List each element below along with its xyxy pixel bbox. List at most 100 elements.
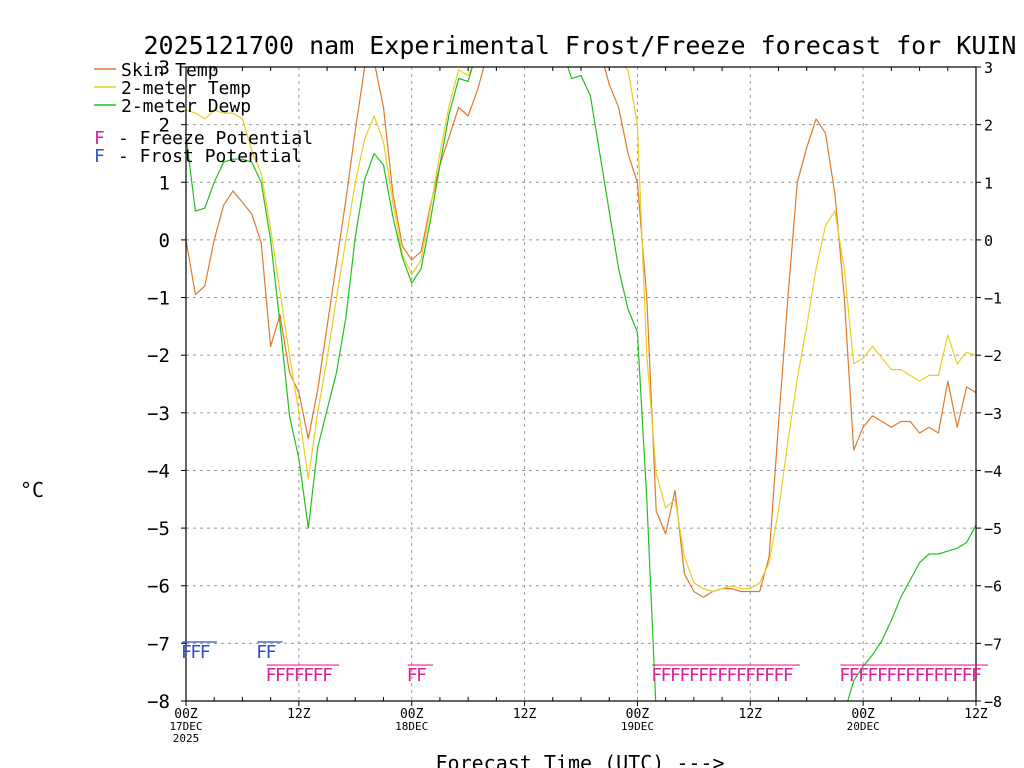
freeze-potential-marker: F: [849, 665, 860, 686]
freeze-potential-marker: F: [924, 665, 935, 686]
y-tick-label-left: 1: [159, 172, 170, 194]
series-line-2-meter-dewp: [186, 67, 976, 701]
y-tick-label-left: −8: [147, 691, 170, 713]
axes-layer: −8 −8 −7 −7 −6 −6 −5 −5 −4 −4 −3 −3 −2 −2 −1 −1 0 0 1 1 2 2 3 3…: [147, 57, 1002, 745]
freeze-potential-marker: F: [764, 665, 775, 686]
freeze-potential-marker: F: [266, 665, 277, 686]
freeze-potential-marker: F: [726, 665, 737, 686]
freeze-potential-marker: F: [971, 665, 982, 686]
y-tick-label-right: 2: [984, 117, 993, 135]
freeze-potential-marker: F: [896, 665, 907, 686]
freeze-potential-marker: F: [783, 665, 794, 686]
y-tick-label-left: −6: [147, 576, 170, 598]
freeze-potential-marker: F: [943, 665, 954, 686]
freeze-potential-marker: F: [745, 665, 756, 686]
legend-marker: F: [94, 146, 105, 167]
freeze-potential-marker: F: [962, 665, 973, 686]
y-tick-label-right: −7: [984, 635, 1002, 653]
freeze-potential-marker: F: [933, 665, 944, 686]
freeze-potential-marker: F: [407, 665, 418, 686]
y-tick-label-right: −6: [984, 578, 1002, 596]
series-line-skin-temp: [186, 67, 976, 598]
x-tick-label: 00Z: [400, 707, 424, 722]
x-tick-label: 2025: [173, 732, 200, 745]
x-tick-label: 00Z: [626, 707, 650, 722]
y-tick-label-left: 2: [159, 115, 170, 137]
legend-marker: F: [94, 128, 105, 149]
frost-potential-marker: F: [190, 642, 201, 663]
y-tick-label-left: −2: [147, 345, 170, 367]
y-tick-label-right: −4: [984, 462, 1002, 480]
y-tick-label-left: −1: [147, 288, 170, 310]
freeze-potential-marker: F: [303, 665, 314, 686]
x-tick-label: 00Z: [174, 707, 198, 722]
y-tick-label-left: −7: [147, 633, 170, 655]
freeze-potential-marker: F: [313, 665, 324, 686]
freeze-potential-marker: F: [952, 665, 963, 686]
freeze-potential-marker: F: [294, 665, 305, 686]
series-line-2-meter-temp: [186, 67, 976, 593]
y-tick-label-left: −3: [147, 403, 170, 425]
frost-potential-marker: F: [266, 642, 277, 663]
chart-title: 2025121700 nam Experimental Frost/Freeze…: [144, 31, 1017, 60]
y-tick-label-right: 0: [984, 232, 993, 250]
frost-potential-marker: F: [181, 642, 192, 663]
frost-potential-marker: F: [256, 642, 267, 663]
freeze-potential-marker: F: [689, 665, 700, 686]
y-tick-label-right: −5: [984, 520, 1002, 538]
y-tick-label-right: −3: [984, 405, 1002, 423]
freeze-potential-marker: F: [858, 665, 869, 686]
freeze-potential-marker: F: [905, 665, 916, 686]
legend-label: - Freeze Potential: [118, 128, 313, 149]
legend-label: 2-meter Dewp: [121, 96, 251, 117]
freeze-potential-marker: F: [717, 665, 728, 686]
y-tick-label-left: 3: [159, 57, 170, 79]
freeze-potential-marker: F: [416, 665, 427, 686]
y-tick-label-left: 0: [159, 230, 170, 252]
freeze-potential-marker: F: [661, 665, 672, 686]
freeze-potential-marker: F: [877, 665, 888, 686]
x-tick-label: 12Z: [287, 707, 311, 722]
x-tick-label: 12Z: [964, 707, 988, 722]
legend-label: - Frost Potential: [118, 146, 302, 167]
legend-label: Skin Temp: [121, 60, 219, 81]
x-tick-label: 12Z: [739, 707, 763, 722]
legend-label: 2-meter Temp: [121, 78, 251, 99]
freeze-potential-marker: F: [886, 665, 897, 686]
freeze-potential-marker: F: [755, 665, 766, 686]
series-layer: [186, 67, 976, 701]
x-axis-label: Forecast Time (UTC) --->: [436, 751, 725, 768]
freeze-potential-marker: F: [651, 665, 662, 686]
freeze-potential-marker: F: [708, 665, 719, 686]
grid-lines: [186, 67, 976, 701]
y-axis-label: °C: [20, 478, 44, 502]
freeze-potential-marker: F: [275, 665, 286, 686]
x-tick-label: 18DEC: [395, 720, 428, 733]
freeze-potential-marker: F: [839, 665, 850, 686]
freeze-potential-marker: F: [284, 665, 295, 686]
freeze-potential-marker: F: [679, 665, 690, 686]
freeze-potential-marker: F: [915, 665, 926, 686]
y-tick-label-left: −4: [147, 460, 170, 482]
y-tick-label-right: −2: [984, 347, 1002, 365]
y-tick-label-right: −8: [984, 693, 1002, 711]
y-tick-label-right: −1: [984, 290, 1002, 308]
x-tick-label: 19DEC: [621, 720, 654, 733]
x-tick-label: 12Z: [513, 707, 537, 722]
frost-potential-marker: F: [200, 642, 211, 663]
freeze-potential-marker: F: [698, 665, 709, 686]
y-tick-label-right: 3: [984, 59, 993, 77]
y-tick-label-right: 1: [984, 174, 993, 192]
x-tick-label: 20DEC: [847, 720, 880, 733]
x-tick-label: 00Z: [851, 707, 875, 722]
freeze-potential-marker: F: [322, 665, 333, 686]
freeze-potential-marker: F: [736, 665, 747, 686]
freeze-potential-marker: F: [868, 665, 879, 686]
y-tick-label-left: −5: [147, 518, 170, 540]
freeze-potential-marker: F: [670, 665, 681, 686]
x-tick-label: 17DEC: [169, 720, 202, 733]
